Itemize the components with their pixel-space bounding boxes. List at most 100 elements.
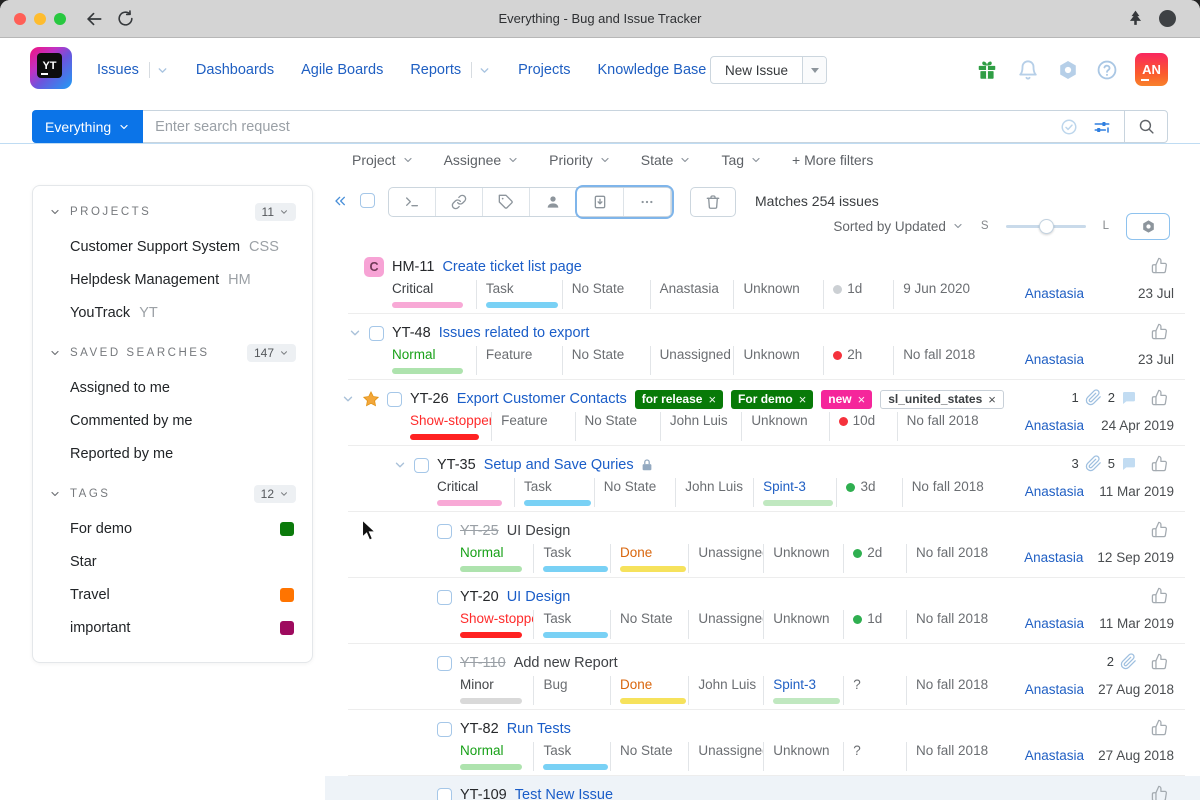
field-fix-version[interactable]: No fall 2018 [897, 412, 1005, 441]
field-priority[interactable]: Show-stopper [460, 610, 533, 639]
issue-link[interactable]: UI Design [507, 523, 571, 539]
issue-checkbox[interactable] [437, 524, 452, 539]
section-count-badge[interactable]: 12 [254, 485, 296, 503]
issue-row-yt-82[interactable]: YT-82Run TestsNormalTaskNo StateUnassign… [325, 710, 1200, 776]
more-filters[interactable]: + More filters [792, 152, 873, 168]
sidebar-section-saved-searches[interactable]: SAVED SEARCHES147 [49, 335, 296, 371]
browser-reload-icon[interactable] [116, 9, 135, 28]
field-type[interactable]: Task [533, 610, 610, 639]
field-spent-time[interactable]: ? [843, 742, 906, 771]
field-subsystem[interactable]: Unknown [741, 412, 828, 441]
notifications-bell-icon[interactable] [1017, 59, 1039, 81]
issue-link[interactable]: Create ticket list page [442, 259, 581, 275]
remove-tag-icon[interactable]: × [988, 392, 996, 407]
field-state[interactable]: Done [610, 544, 688, 573]
youtrack-logo[interactable]: YT [30, 47, 72, 89]
issue-link[interactable]: Issues related to export [439, 325, 590, 341]
issue-link[interactable]: Test New Issue [515, 787, 613, 800]
updater-link[interactable]: Anastasia [1025, 616, 1084, 631]
issue-link[interactable]: UI Design [507, 589, 571, 605]
field-fix-version[interactable]: No fall 2018 [893, 346, 1005, 375]
collapse-all-icon[interactable] [332, 193, 348, 209]
issue-row-yt-110[interactable]: YT-110Add new ReportMinorBugDoneJohn Lui… [325, 644, 1200, 710]
comment-count[interactable]: 5 [1108, 456, 1115, 471]
minimize-window-button[interactable] [34, 13, 46, 25]
slider-knob[interactable] [1039, 219, 1054, 234]
list-settings-button[interactable] [1126, 213, 1170, 240]
field-type[interactable]: Task [514, 478, 594, 507]
search-scope-button[interactable]: Everything [32, 110, 143, 143]
link-issue-button[interactable] [436, 188, 483, 216]
new-issue-button[interactable]: New Issue [710, 56, 827, 84]
field-fix-version[interactable]: No fall 2018 [906, 544, 1005, 573]
field-priority[interactable]: Minor [460, 676, 533, 705]
attachment-count[interactable]: 2 [1107, 654, 1114, 669]
field-subsystem[interactable]: Unknown [763, 610, 843, 639]
field-spent-time[interactable]: 3d [836, 478, 901, 507]
updater-link[interactable]: Anastasia [1024, 550, 1083, 565]
sidebar-tag-for-demo[interactable]: For demo [49, 512, 296, 545]
sidebar-tag-star[interactable]: Star [49, 545, 296, 578]
sidebar-section-projects[interactable]: PROJECTS11 [49, 194, 296, 230]
issue-id[interactable]: YT-26 [410, 391, 449, 407]
field-type[interactable]: Bug [533, 676, 610, 705]
issue-link[interactable]: Add new Report [514, 655, 618, 671]
star-icon[interactable] [362, 390, 380, 408]
remove-tag-icon[interactable]: × [858, 392, 866, 407]
section-chevron-icon[interactable] [49, 488, 61, 500]
field-priority[interactable]: Normal [392, 346, 476, 375]
issue-row-yt-25[interactable]: YT-25UI DesignNormalTaskDoneUnassignedUn… [325, 512, 1200, 578]
thumbs-up-icon[interactable] [1151, 521, 1168, 538]
sidebar-tag-travel[interactable]: Travel [49, 578, 296, 611]
filter-state[interactable]: State [641, 152, 692, 168]
issue-id[interactable]: HM-11 [392, 259, 434, 275]
section-chevron-icon[interactable] [49, 206, 61, 218]
field-state[interactable]: No State [575, 412, 660, 441]
comment-count[interactable]: 2 [1108, 390, 1115, 405]
zoom-window-button[interactable] [54, 13, 66, 25]
issue-link[interactable]: Export Customer Contacts [457, 391, 627, 407]
updater-link[interactable]: Anastasia [1025, 484, 1084, 499]
field-spent-time[interactable]: 2h [823, 346, 893, 375]
field-fix-version[interactable]: No fall 2018 [906, 610, 1005, 639]
field-assignee[interactable]: Unassigned [688, 742, 763, 771]
sidebar-project-customer-support-system[interactable]: Customer Support SystemCSS [49, 230, 296, 263]
row-size-slider[interactable] [1006, 225, 1086, 228]
nav-dropdown-chevron[interactable] [478, 64, 491, 77]
field-spent-time[interactable]: ? [843, 676, 906, 705]
sorted-by-dropdown[interactable]: Sorted by Updated [833, 219, 964, 234]
field-subsystem[interactable]: Spint-3 [763, 676, 843, 705]
field-state[interactable]: No State [562, 280, 650, 309]
field-state[interactable]: No State [594, 478, 676, 507]
field-spent-time[interactable]: 2d [843, 544, 906, 573]
field-fix-version[interactable]: No fall 2018 [906, 742, 1005, 771]
nav-item-knowledge-base[interactable]: Knowledge Base [598, 62, 707, 78]
field-state[interactable]: Done [610, 676, 688, 705]
updater-link[interactable]: Anastasia [1025, 286, 1084, 301]
issue-tag-sl-united-states[interactable]: sl_united_states× [880, 390, 1004, 409]
filter-settings-icon[interactable] [1093, 118, 1111, 136]
attachment-count[interactable]: 1 [1072, 390, 1079, 405]
filter-assignee[interactable]: Assignee [444, 152, 520, 168]
issue-checkbox[interactable] [387, 392, 402, 407]
field-assignee[interactable]: Unassigned [650, 346, 734, 375]
more-actions-button[interactable] [624, 188, 671, 216]
filter-project[interactable]: Project [352, 152, 414, 168]
issue-link[interactable]: Run Tests [507, 721, 571, 737]
thumbs-up-icon[interactable] [1151, 653, 1168, 670]
field-assignee[interactable]: Unassigned [688, 544, 763, 573]
field-priority[interactable]: Normal [460, 544, 533, 573]
issue-row-yt-26[interactable]: YT-26Export Customer Contactsfor release… [325, 380, 1200, 446]
updater-link[interactable]: Anastasia [1025, 748, 1084, 763]
browser-profile-avatar[interactable] [1159, 10, 1176, 27]
nav-item-reports[interactable]: Reports [410, 62, 491, 78]
thumbs-up-icon[interactable] [1151, 785, 1168, 800]
issue-checkbox[interactable] [437, 788, 452, 800]
filter-priority[interactable]: Priority [549, 152, 611, 168]
field-spent-time[interactable]: 1d [843, 610, 906, 639]
field-fix-version[interactable]: No fall 2018 [902, 478, 1005, 507]
search-input[interactable] [143, 111, 1060, 142]
thumbs-up-icon[interactable] [1151, 455, 1168, 472]
issue-id[interactable]: YT-82 [460, 721, 499, 737]
nav-dropdown-chevron[interactable] [156, 64, 169, 77]
